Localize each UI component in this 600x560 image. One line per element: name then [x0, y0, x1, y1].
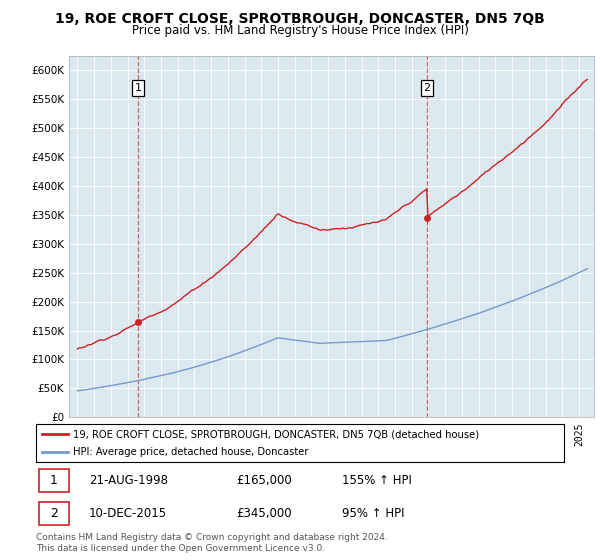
Text: 95% ↑ HPI: 95% ↑ HPI — [342, 507, 405, 520]
Text: HPI: Average price, detached house, Doncaster: HPI: Average price, detached house, Donc… — [73, 447, 308, 457]
Text: 10-DEC-2015: 10-DEC-2015 — [89, 507, 167, 520]
Text: £345,000: £345,000 — [236, 507, 292, 520]
Text: 155% ↑ HPI: 155% ↑ HPI — [342, 474, 412, 487]
Text: 21-AUG-1998: 21-AUG-1998 — [89, 474, 168, 487]
Text: 1: 1 — [134, 83, 142, 93]
FancyBboxPatch shape — [38, 469, 69, 492]
FancyBboxPatch shape — [38, 502, 69, 525]
Text: £165,000: £165,000 — [236, 474, 292, 487]
Text: 2: 2 — [424, 83, 431, 93]
Text: 19, ROE CROFT CLOSE, SPROTBROUGH, DONCASTER, DN5 7QB: 19, ROE CROFT CLOSE, SPROTBROUGH, DONCAS… — [55, 12, 545, 26]
Text: 1: 1 — [50, 474, 58, 487]
Text: Price paid vs. HM Land Registry's House Price Index (HPI): Price paid vs. HM Land Registry's House … — [131, 24, 469, 37]
Text: Contains HM Land Registry data © Crown copyright and database right 2024.
This d: Contains HM Land Registry data © Crown c… — [36, 533, 388, 553]
Text: 19, ROE CROFT CLOSE, SPROTBROUGH, DONCASTER, DN5 7QB (detached house): 19, ROE CROFT CLOSE, SPROTBROUGH, DONCAS… — [73, 429, 479, 439]
Text: 2: 2 — [50, 507, 58, 520]
